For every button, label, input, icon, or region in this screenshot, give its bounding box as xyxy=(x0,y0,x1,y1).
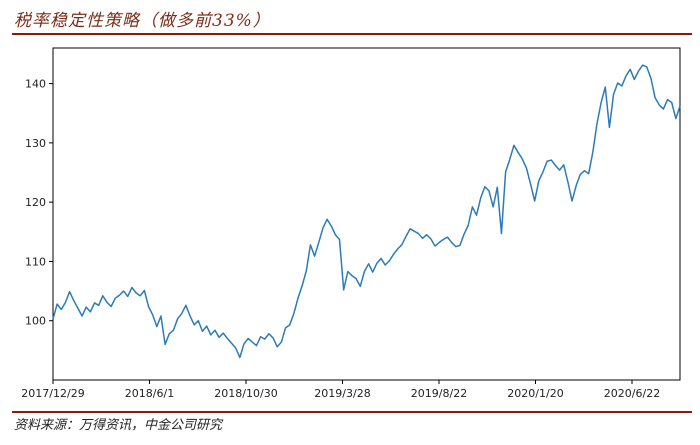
y-tick-label: 130 xyxy=(25,137,46,150)
chart-title: 税率稳定性策略（做多前33%） xyxy=(14,11,271,31)
y-tick-label: 110 xyxy=(25,255,46,268)
y-tick-label: 100 xyxy=(25,315,46,328)
x-tick-label: 2017/12/29 xyxy=(21,387,84,400)
x-tick-label: 2019/3/28 xyxy=(314,387,370,400)
plot-frame xyxy=(52,47,681,381)
x-tick-label: 2020/1/20 xyxy=(507,387,563,400)
chart-axes xyxy=(52,47,681,381)
title-rule xyxy=(12,33,692,35)
line-chart: 2017/12/29 2018/6/1 2018/10/30 2019/3/28 201… xyxy=(21,47,681,400)
x-tick-label: 2019/8/22 xyxy=(411,387,467,400)
source-note: 资料来源：万得资讯，中金公司研究 xyxy=(14,418,223,433)
plot-area xyxy=(52,64,681,359)
source-rule xyxy=(12,411,692,413)
y-axis-ticks: 100 110 120 130 140 xyxy=(25,78,53,328)
x-axis-ticks: 2017/12/29 2018/6/1 2018/10/30 2019/3/28 201… xyxy=(21,380,660,400)
y-tick-label: 120 xyxy=(25,196,46,209)
x-tick-label: 2020/6/22 xyxy=(604,387,660,400)
y-tick-label: 140 xyxy=(25,78,46,91)
x-tick-label: 2018/10/30 xyxy=(214,387,277,400)
x-tick-label: 2018/6/1 xyxy=(125,387,174,400)
series-line xyxy=(52,64,681,359)
